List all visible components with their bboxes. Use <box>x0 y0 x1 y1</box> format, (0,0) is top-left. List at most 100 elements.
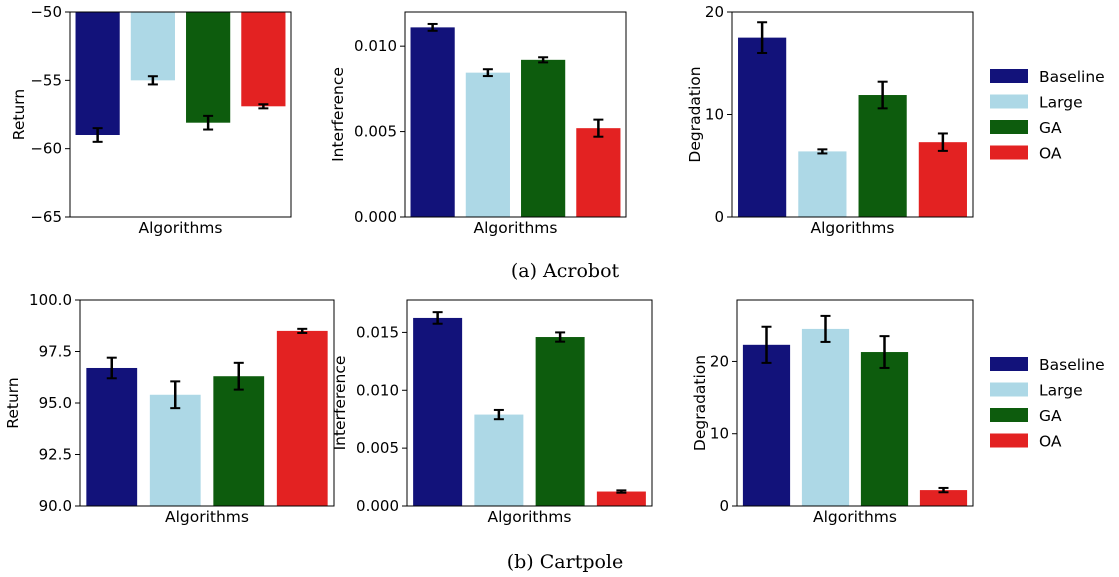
bar-ga <box>859 95 907 217</box>
legend-swatch <box>990 69 1028 83</box>
y-tick-label: 20 <box>705 3 724 21</box>
legend-swatch <box>990 383 1028 397</box>
bar-baseline <box>738 38 786 217</box>
y-axis-label: Degradation <box>686 66 704 162</box>
y-tick: −60 <box>30 140 70 158</box>
legend-label: Baseline <box>1039 356 1105 374</box>
legend-entry-ga: GA <box>990 407 1062 425</box>
y-tick-label: −65 <box>30 208 62 226</box>
chart-acrobot-degradation: 0 10 20 Degradation Algorithms <box>686 3 973 237</box>
y-tick-label: 97.5 <box>39 343 72 361</box>
y-tick-label: −60 <box>30 140 62 158</box>
y-tick-label: 90.0 <box>39 497 72 515</box>
y-tick-label: 0.005 <box>356 439 399 457</box>
y-axis-label: Return <box>10 89 28 140</box>
bar-large <box>150 395 201 506</box>
legend-label: Baseline <box>1039 68 1105 86</box>
y-tick: 0 <box>714 208 732 226</box>
x-axis-label: Algorithms <box>165 508 249 526</box>
y-tick-label: 0 <box>719 497 729 515</box>
legend-swatch <box>990 146 1028 160</box>
y-tick-label: 10 <box>710 425 729 443</box>
legend-entry-oa: OA <box>990 145 1062 163</box>
y-tick-label: 20 <box>710 352 729 370</box>
y-tick-label: 0 <box>714 208 724 226</box>
legend-label: GA <box>1039 407 1062 425</box>
y-tick: 97.5 <box>39 343 80 361</box>
legend-entry-large: Large <box>990 94 1083 112</box>
caption-acrobot: (a) Acrobot <box>511 260 620 282</box>
y-tick: 0.000 <box>356 497 407 515</box>
chart-acrobot-interference: 0.000 0.005 0.010 Interference Algorithms <box>329 12 626 237</box>
legend-entry-baseline: Baseline <box>990 356 1105 374</box>
legend-entry-baseline: Baseline <box>990 68 1105 86</box>
y-tick-label: 0.000 <box>354 208 397 226</box>
x-axis-label: Algorithms <box>813 508 897 526</box>
y-tick: 0.005 <box>354 123 405 141</box>
bar-large <box>798 151 846 217</box>
y-tick: 0 <box>719 497 737 515</box>
bar-ga <box>861 352 908 506</box>
legend-swatch <box>990 95 1028 109</box>
legend-label: GA <box>1039 119 1062 137</box>
bar-baseline <box>411 27 455 217</box>
y-tick: −65 <box>30 208 70 226</box>
caption-cartpole: (b) Cartpole <box>507 551 624 573</box>
legend-label: OA <box>1039 145 1062 163</box>
y-tick: 10 <box>710 425 737 443</box>
y-tick-label: 0.010 <box>356 381 399 399</box>
y-tick: 0.010 <box>354 37 405 55</box>
bar-ga <box>536 337 585 506</box>
bar-ga <box>213 376 264 506</box>
chart-panels: −65−60−55−50ReturnAlgorithms0.0000.0050.… <box>4 3 973 526</box>
bar-large <box>474 415 523 506</box>
legend-cartpole: Baseline Large GA OA <box>990 356 1105 451</box>
y-tick-label: 0.010 <box>354 37 397 55</box>
bar-baseline <box>86 368 137 506</box>
y-tick-label: 0.015 <box>356 323 399 341</box>
bar-baseline <box>413 318 462 506</box>
y-axis-label: Return <box>4 377 22 428</box>
x-axis-label: Algorithms <box>474 219 558 237</box>
legend-swatch <box>990 357 1028 371</box>
y-tick: 0.005 <box>356 439 407 457</box>
y-tick: 0.015 <box>356 323 407 341</box>
y-tick: 92.5 <box>39 446 80 464</box>
legend-label: Large <box>1039 94 1083 112</box>
legend-swatch <box>990 120 1028 134</box>
x-axis-label: Algorithms <box>488 508 572 526</box>
y-tick: −55 <box>30 71 70 89</box>
bar-baseline <box>743 345 790 506</box>
x-axis-label: Algorithms <box>811 219 895 237</box>
y-axis-label: Interference <box>329 67 347 162</box>
bar-large <box>131 12 175 80</box>
y-tick: 0.000 <box>354 208 405 226</box>
y-tick-label: 100.0 <box>29 291 72 309</box>
legend-entry-ga: GA <box>990 119 1062 137</box>
y-tick-label: 95.0 <box>39 394 72 412</box>
legend-swatch <box>990 434 1028 448</box>
y-tick: 20 <box>710 352 737 370</box>
y-tick-label: −50 <box>30 3 62 21</box>
y-tick: −50 <box>30 3 70 21</box>
y-tick: 90.0 <box>39 497 80 515</box>
bar-oa <box>919 142 967 217</box>
chart-acrobot-return: −65 −60 −55 −50 Return Algorithms <box>10 3 291 237</box>
y-tick: 10 <box>705 106 732 124</box>
y-tick-label: 0.000 <box>356 497 399 515</box>
y-tick-label: 10 <box>705 106 724 124</box>
y-tick-label: −55 <box>30 71 62 89</box>
bar-baseline <box>76 12 120 135</box>
y-tick-label: 0.005 <box>354 123 397 141</box>
bar-large <box>466 73 510 217</box>
bar-large <box>802 329 849 506</box>
legend-swatch <box>990 408 1028 422</box>
bar-oa <box>576 128 620 217</box>
x-axis-label: Algorithms <box>139 219 223 237</box>
bar-oa <box>277 331 328 506</box>
legend-entry-oa: OA <box>990 433 1062 451</box>
legend-acrobot: Baseline Large GA OA <box>990 68 1105 163</box>
chart-cartpole-return: 90.0 92.5 95.0 97.5 100.0 Return Algorithms <box>4 291 334 526</box>
y-tick: 20 <box>705 3 732 21</box>
